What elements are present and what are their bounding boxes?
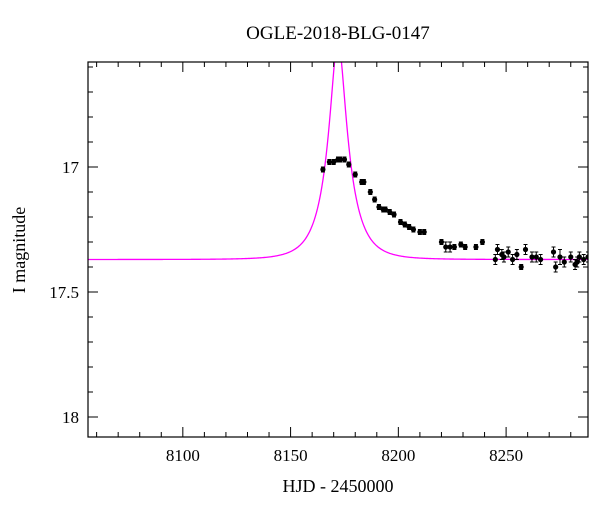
data-point <box>337 156 343 163</box>
data-point <box>402 221 408 228</box>
data-point <box>537 254 544 265</box>
tick-marks <box>88 62 588 437</box>
data-point <box>352 171 358 178</box>
data-point <box>346 161 352 168</box>
x-tick-label: 8250 <box>489 446 523 465</box>
data-point <box>473 244 479 250</box>
data-point <box>494 244 501 255</box>
data-point <box>505 246 511 258</box>
data-point <box>341 156 348 163</box>
data-point <box>557 249 563 265</box>
y-tick-label: 18 <box>62 408 79 427</box>
data-point <box>438 239 445 245</box>
data-point <box>382 206 389 213</box>
x-tick-label: 8150 <box>274 446 308 465</box>
data-point <box>447 241 453 253</box>
data-point <box>518 264 524 270</box>
data-point <box>367 189 373 195</box>
chart-title: OGLE-2018-BLG-0147 <box>246 23 430 44</box>
data-points-layer <box>320 156 588 273</box>
data-point <box>331 159 337 165</box>
x-tick-label: 8100 <box>166 446 200 465</box>
data-point <box>561 256 567 268</box>
data-point <box>387 209 393 215</box>
y-tick-label: 17.5 <box>49 283 79 302</box>
y-axis-label: I magnitude <box>9 207 29 293</box>
data-point <box>533 251 539 263</box>
data-point <box>320 166 326 173</box>
model-curve-layer <box>88 62 588 261</box>
data-point <box>501 251 507 263</box>
data-point <box>451 244 457 250</box>
data-point <box>361 179 367 185</box>
data-point <box>492 254 498 265</box>
plot-frame <box>87 61 589 438</box>
data-point <box>572 259 578 270</box>
data-point <box>443 241 449 253</box>
data-point <box>376 204 382 210</box>
data-point <box>576 251 582 263</box>
data-point <box>529 251 535 263</box>
data-point <box>372 196 378 203</box>
data-point <box>522 244 529 255</box>
model-curve <box>88 62 588 261</box>
data-point <box>514 249 520 260</box>
data-point <box>550 246 557 258</box>
data-point <box>585 251 588 263</box>
data-point <box>553 261 559 273</box>
x-axis-label: HJD - 2450000 <box>283 476 394 496</box>
data-point <box>568 251 574 263</box>
data-point <box>479 239 485 245</box>
data-point <box>397 219 404 225</box>
data-point <box>410 226 417 233</box>
y-tick-label: 17 <box>62 158 80 177</box>
data-point <box>421 229 427 235</box>
tick-labels: 8100 8150 8200 8250 17 17.5 18 <box>49 158 523 465</box>
data-point <box>417 229 423 235</box>
data-point <box>406 224 412 230</box>
data-point <box>391 211 397 218</box>
x-tick-label: 8200 <box>381 446 415 465</box>
data-point <box>581 254 587 265</box>
data-point <box>462 244 468 250</box>
data-point <box>326 159 332 165</box>
data-point <box>458 241 464 248</box>
data-point <box>509 254 516 265</box>
